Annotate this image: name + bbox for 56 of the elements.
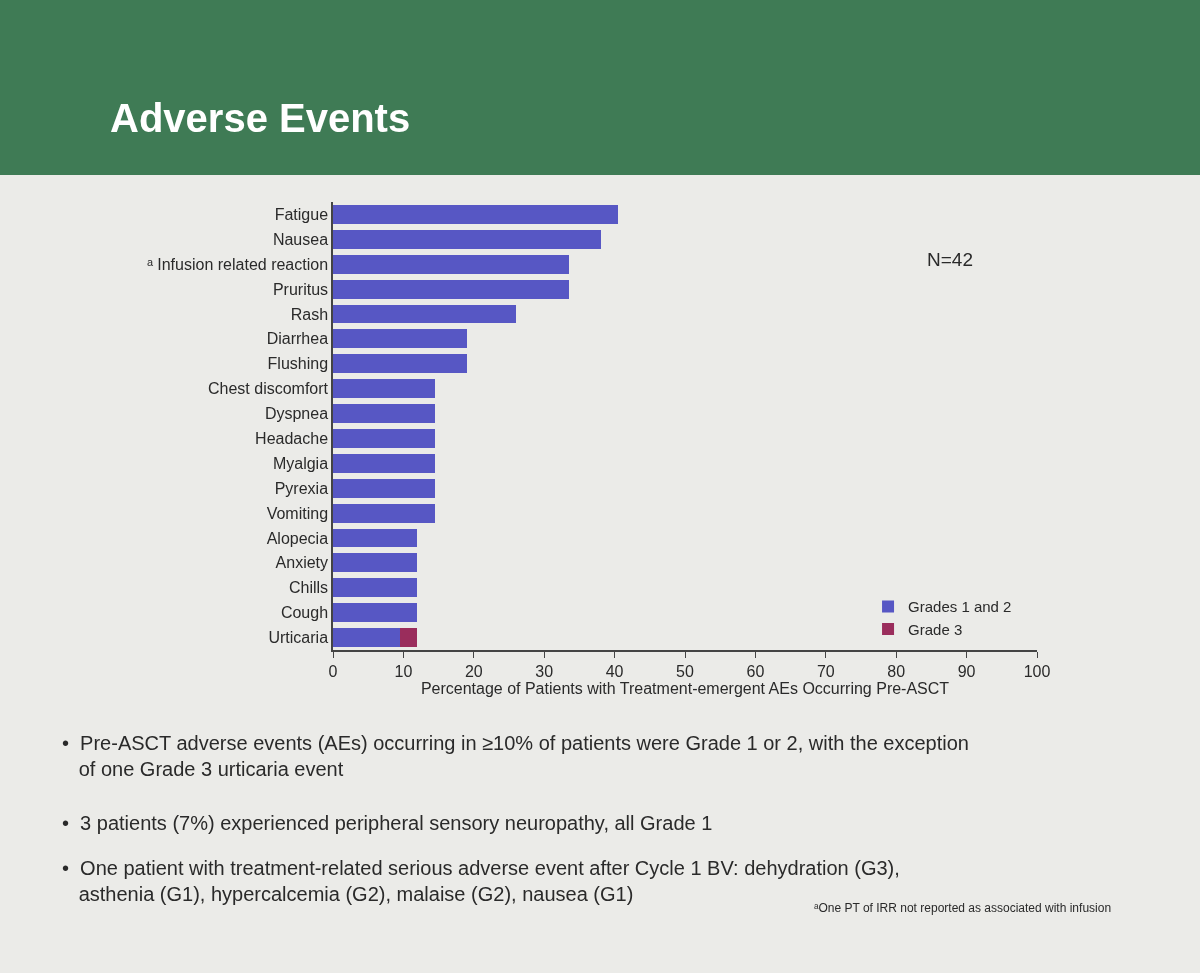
bar: [333, 204, 619, 224]
y-tick-label: Flushing: [267, 355, 329, 373]
bar: [399, 628, 418, 648]
text: ᵃOne PT of IRR not reported as associated with infusion: [814, 901, 1112, 915]
bar: [333, 428, 436, 448]
bar: [333, 229, 601, 249]
x-tick-label: 20: [464, 662, 483, 680]
bar: [333, 404, 436, 424]
bar: [333, 329, 467, 349]
x-tick-label: 60: [746, 662, 765, 680]
bar: [333, 379, 436, 399]
bar: [333, 603, 418, 623]
x-tick-label: 100: [1023, 662, 1051, 680]
bar: [333, 503, 436, 523]
y-tick-label: Alopecia: [266, 529, 329, 547]
y-tick-label: Dyspnea: [264, 405, 329, 423]
bar: [333, 553, 418, 573]
bar: [333, 453, 436, 473]
x-tick-label: 50: [676, 662, 694, 680]
bar: [333, 478, 436, 498]
y-tick-label: Cough: [280, 604, 329, 622]
x-tick-label: 10: [394, 662, 413, 680]
bar: [333, 578, 418, 598]
y-tick-label: Headache: [255, 430, 329, 448]
y-tick-label: Pyrexia: [274, 479, 329, 497]
y-tick-label: Pruritus: [272, 280, 329, 298]
text: • Pre-ASCT adverse events (AEs) occurring in ≥10% of patients were Grade 1 or 2, with the exception of one Grade 3 urticaria event: [62, 732, 969, 780]
y-tick-label: Chills: [288, 579, 329, 597]
bar: [333, 628, 400, 648]
x-tick-label: 80: [887, 662, 906, 680]
y-tick-label: Nausea: [272, 230, 329, 248]
annotation: N=42: [927, 249, 973, 270]
bar: [333, 354, 467, 374]
bar: [333, 304, 517, 324]
y-tick-label: ᵃ Infusion related reaction: [146, 255, 329, 273]
x-tick-label: 90: [957, 662, 976, 680]
legend-label: Grade 3: [908, 620, 963, 638]
x-tick-label: 70: [816, 662, 835, 680]
x-tick-label: 30: [535, 662, 554, 680]
bar: [333, 279, 569, 299]
y-tick-label: Chest discomfort: [208, 380, 329, 398]
bar: [333, 528, 418, 548]
x-axis-title: Percentage of Patients with Treatment-emergent AEs Occurring Pre-ASCT: [420, 680, 950, 698]
bar: [333, 254, 569, 274]
y-tick-label: Anxiety: [275, 554, 329, 572]
text: • 3 patients (7%) experienced peripheral sensory neuropathy, all Grade 1: [62, 812, 713, 834]
y-tick-label: Vomiting: [266, 504, 329, 522]
y-tick-label: Fatigue: [274, 206, 329, 224]
legend-label: Grades 1 and 2: [908, 598, 1012, 616]
chart-title: Adverse Events: [110, 96, 411, 140]
x-tick-label: 0: [328, 662, 338, 680]
y-tick-label: Rash: [290, 305, 329, 323]
y-tick-label: Myalgia: [272, 454, 329, 472]
y-tick-label: Urticaria: [268, 629, 329, 647]
y-tick-label: Diarrhea: [266, 330, 329, 348]
x-tick-label: 40: [605, 662, 624, 680]
